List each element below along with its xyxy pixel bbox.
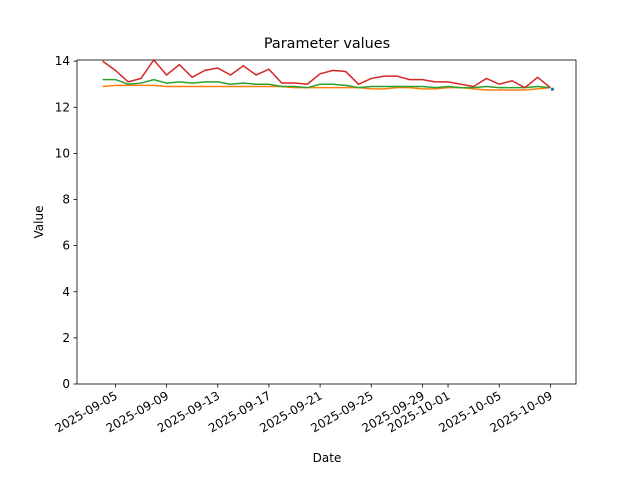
line-series: [102, 58, 551, 89]
y-tick-label: 8: [62, 193, 70, 207]
y-tick-label: 0: [62, 377, 70, 391]
plot-frame: [76, 59, 577, 385]
y-tick-label: 4: [62, 285, 70, 299]
y-tick-label: 6: [62, 239, 70, 253]
y-tick-label: 10: [55, 146, 70, 160]
x-axis-label: Date: [313, 451, 342, 465]
y-tick-label: 14: [55, 54, 70, 68]
line-series: [102, 84, 551, 91]
y-tick-label: 12: [55, 100, 70, 114]
chart-title: Parameter values: [264, 36, 390, 52]
line-series: [102, 78, 551, 89]
y-axis-label: Value: [32, 206, 46, 239]
line-point: [550, 87, 555, 91]
y-tick-label: 2: [62, 331, 70, 345]
